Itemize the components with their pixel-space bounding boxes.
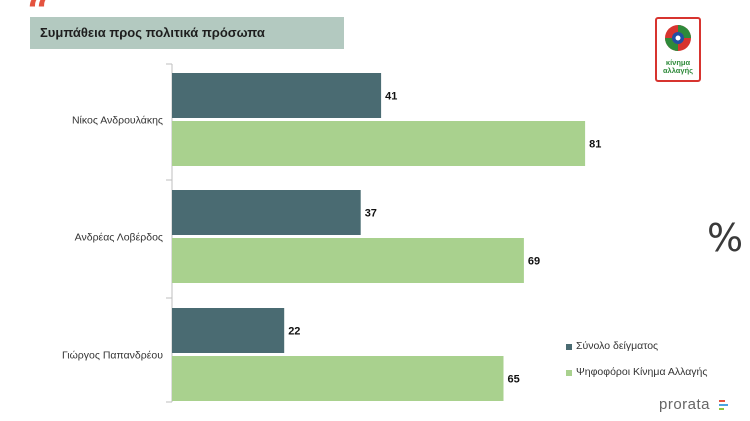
data-label-1-2: 37 bbox=[365, 208, 377, 220]
bar-2-1 bbox=[172, 121, 586, 166]
percent-symbol: % bbox=[707, 216, 744, 260]
data-label-1-1: 41 bbox=[385, 91, 397, 103]
bar-1-2 bbox=[172, 190, 361, 235]
data-label-2-1: 81 bbox=[589, 139, 601, 151]
category-label-3: Γιώργος Παπανδρέου bbox=[62, 350, 163, 362]
data-label-2-2: 69 bbox=[528, 256, 540, 268]
brand-bars-icon bbox=[719, 400, 729, 412]
category-label-2: Ανδρέας Λοβέρδος bbox=[75, 232, 163, 244]
legend-label-series-1: Σύνολο δείγματος bbox=[576, 340, 659, 352]
data-label-1-3: 22 bbox=[288, 326, 300, 338]
legend-item-series-2: Ψηφοφόροι Κίνημα Αλλαγής bbox=[566, 366, 726, 380]
chart-legend: Σύνολο δείγματος Ψηφοφόροι Κίνημα Αλλαγή… bbox=[566, 340, 726, 391]
legend-swatch-series-2 bbox=[566, 369, 572, 376]
legend-item-series-1: Σύνολο δείγματος bbox=[566, 340, 726, 354]
bar-1-3 bbox=[172, 308, 285, 353]
brand-name: prorata bbox=[659, 396, 711, 413]
chart-title: Συμπάθεια προς πολιτικά πρόσωπα bbox=[40, 25, 265, 40]
bar-2-3 bbox=[172, 356, 504, 401]
title-banner: Συμπάθεια προς πολιτικά πρόσωπα bbox=[30, 17, 344, 49]
legend-swatch-series-1 bbox=[566, 344, 572, 350]
bar-1-1 bbox=[172, 73, 382, 118]
party-logo: κίνημα αλλαγής bbox=[655, 17, 701, 82]
party-logo-icon bbox=[665, 25, 691, 51]
logo-line-2: αλλαγής bbox=[662, 65, 694, 75]
party-logo-text: κίνημα αλλαγής bbox=[657, 59, 699, 75]
logo-line-1: κίνημα bbox=[665, 58, 691, 67]
data-label-2-3: 65 bbox=[508, 374, 520, 386]
legend-label-series-2: Ψηφοφόροι Κίνημα Αλλαγής bbox=[576, 365, 708, 378]
bar-2-2 bbox=[172, 238, 524, 283]
category-label-1: Νίκος Ανδρουλάκης bbox=[72, 115, 163, 127]
